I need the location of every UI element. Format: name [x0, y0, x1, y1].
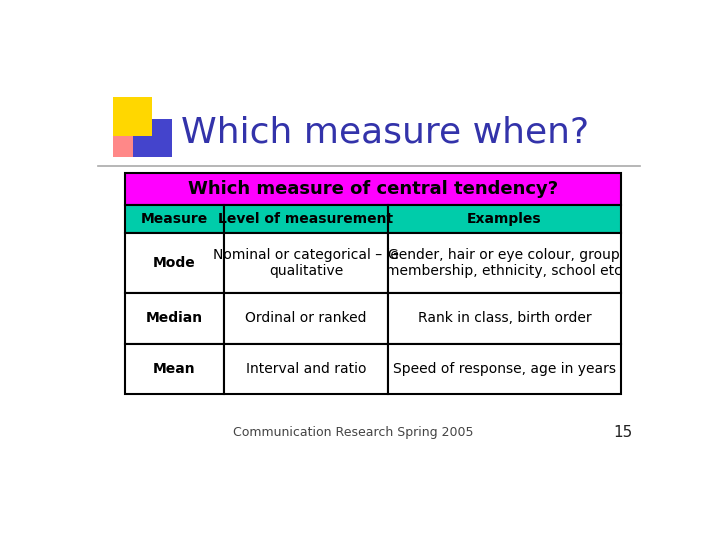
FancyBboxPatch shape [388, 293, 621, 343]
Text: Gender, hair or eye colour, group
membership, ethnicity, school etc: Gender, hair or eye colour, group member… [387, 247, 622, 278]
Text: Communication Research Spring 2005: Communication Research Spring 2005 [233, 427, 474, 440]
Text: Measure: Measure [141, 212, 208, 226]
FancyBboxPatch shape [125, 173, 621, 205]
FancyBboxPatch shape [388, 343, 621, 394]
Text: 15: 15 [613, 426, 632, 440]
FancyBboxPatch shape [113, 97, 152, 136]
FancyBboxPatch shape [388, 233, 621, 293]
Text: Which measure when?: Which measure when? [181, 116, 590, 150]
Text: Rank in class, birth order: Rank in class, birth order [418, 311, 591, 325]
FancyBboxPatch shape [224, 205, 388, 233]
Text: Ordinal or ranked: Ordinal or ranked [246, 311, 366, 325]
Text: Nominal or categorical – ie
qualitative: Nominal or categorical – ie qualitative [213, 247, 399, 278]
FancyBboxPatch shape [224, 233, 388, 293]
FancyBboxPatch shape [125, 343, 224, 394]
FancyBboxPatch shape [388, 205, 621, 233]
Text: Mean: Mean [153, 362, 196, 376]
FancyBboxPatch shape [133, 119, 172, 157]
Text: Level of measurement: Level of measurement [218, 212, 393, 226]
FancyBboxPatch shape [113, 134, 137, 157]
FancyBboxPatch shape [224, 293, 388, 343]
FancyBboxPatch shape [224, 343, 388, 394]
FancyBboxPatch shape [125, 293, 224, 343]
Text: Which measure of central tendency?: Which measure of central tendency? [188, 180, 558, 198]
Text: Median: Median [146, 311, 203, 325]
FancyBboxPatch shape [125, 205, 224, 233]
Text: Examples: Examples [467, 212, 541, 226]
FancyBboxPatch shape [125, 233, 224, 293]
Text: Speed of response, age in years: Speed of response, age in years [393, 362, 616, 376]
Text: Mode: Mode [153, 255, 196, 269]
Text: Interval and ratio: Interval and ratio [246, 362, 366, 376]
